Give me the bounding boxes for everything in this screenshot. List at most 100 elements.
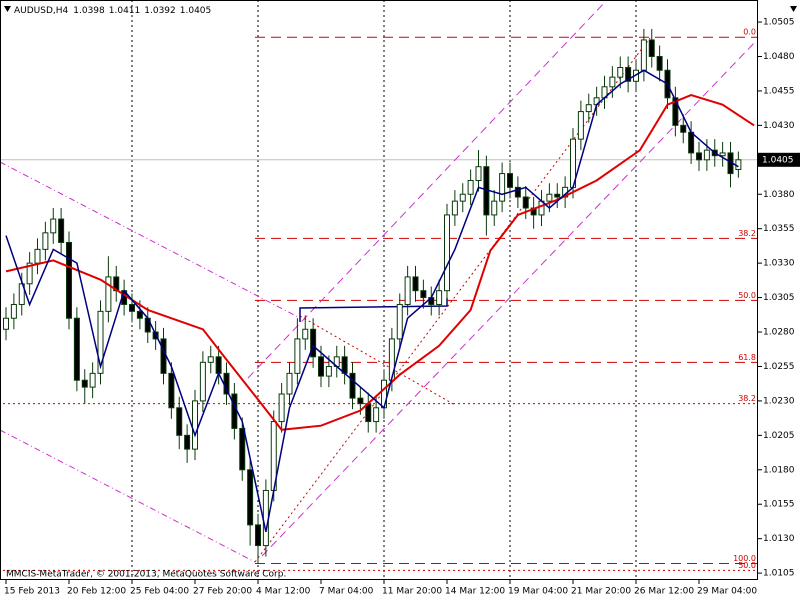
candle-body bbox=[365, 403, 372, 423]
y-tick-label: 1.0455 bbox=[763, 86, 795, 96]
open: 1.0398 bbox=[73, 6, 105, 16]
candle-body bbox=[192, 400, 198, 450]
candle-body bbox=[396, 303, 403, 340]
candle-body bbox=[672, 97, 679, 126]
x-tick-label: 15 Feb 2013 bbox=[4, 587, 60, 597]
candle-body bbox=[199, 361, 206, 402]
y-tick-label: 1.0305 bbox=[763, 293, 795, 303]
candle-body bbox=[255, 524, 261, 547]
candle-body bbox=[262, 489, 269, 547]
candle-body bbox=[420, 290, 427, 299]
candle-body bbox=[475, 166, 482, 181]
y-tick-label: 1.0280 bbox=[763, 328, 795, 338]
candle-body bbox=[184, 434, 191, 450]
y-tick-label: 1.0255 bbox=[763, 362, 795, 372]
candle-body bbox=[412, 276, 419, 292]
y-tick-label: 1.0155 bbox=[763, 500, 795, 510]
moving-average bbox=[5, 69, 739, 532]
y-tick-label: 1.0380 bbox=[763, 190, 795, 200]
candle-body bbox=[467, 179, 474, 195]
horizontal-line bbox=[299, 298, 448, 322]
candle-body bbox=[696, 152, 702, 161]
x-tick-label: 27 Feb 20:00 bbox=[193, 587, 252, 597]
candle-body bbox=[239, 427, 246, 471]
candle-body bbox=[554, 193, 561, 198]
candle-body bbox=[499, 173, 506, 202]
candle-body bbox=[585, 104, 592, 113]
candle-body bbox=[10, 303, 17, 319]
candle-body bbox=[247, 469, 254, 526]
candle-body bbox=[81, 379, 88, 388]
fib-label: 38.2 bbox=[738, 394, 756, 403]
candle-body bbox=[373, 407, 380, 423]
candle-body bbox=[491, 200, 498, 216]
low: 1.0392 bbox=[144, 6, 176, 16]
channel-line bbox=[0, 161, 301, 319]
candle-body bbox=[325, 365, 332, 377]
price-tag bbox=[758, 152, 800, 167]
candle-body bbox=[404, 276, 411, 305]
candle-body bbox=[97, 310, 104, 374]
y-tick-label: 1.0230 bbox=[763, 396, 795, 406]
fib-label: 100.0 bbox=[733, 554, 756, 563]
candle-body bbox=[50, 218, 57, 234]
candle-body bbox=[507, 173, 513, 188]
x-tick-label: 25 Feb 04:00 bbox=[130, 587, 189, 597]
candle-body bbox=[207, 356, 214, 363]
candle-body bbox=[719, 152, 726, 157]
candle-body bbox=[349, 372, 356, 399]
price-tag-label: 1.0405 bbox=[762, 155, 794, 165]
drawing-objects bbox=[0, 0, 758, 563]
candle-body bbox=[302, 328, 309, 340]
candle-body bbox=[66, 241, 72, 319]
candle-body bbox=[310, 328, 317, 358]
candle-body bbox=[648, 39, 655, 57]
candle-body bbox=[357, 397, 364, 405]
candle-body bbox=[34, 248, 41, 264]
candle-body bbox=[577, 111, 584, 140]
chart-header: AUDUSD,H4 1.0398 1.0411 1.0392 1.0405 bbox=[14, 6, 211, 16]
y-tick-label: 1.0355 bbox=[763, 224, 795, 234]
candle-body bbox=[215, 356, 222, 374]
candle-body bbox=[617, 67, 624, 78]
x-tick-label: 26 Mar 12:00 bbox=[634, 587, 694, 597]
candle-body bbox=[318, 356, 324, 377]
x-tick-label: 21 Mar 20:00 bbox=[571, 587, 631, 597]
candle-body bbox=[688, 131, 695, 154]
candle-body bbox=[89, 372, 96, 388]
channel-line bbox=[261, 39, 758, 557]
candle-body bbox=[522, 196, 529, 209]
high: 1.0411 bbox=[109, 6, 141, 16]
fib-label: 61.8 bbox=[738, 353, 756, 362]
moving-average bbox=[5, 94, 755, 431]
x-tick-label: 19 Mar 04:00 bbox=[508, 587, 568, 597]
candle-body bbox=[703, 149, 710, 161]
candle-body bbox=[73, 317, 80, 381]
candle-body bbox=[3, 317, 9, 330]
candle-body bbox=[735, 159, 742, 170]
y-tick-label: 1.0505 bbox=[763, 18, 795, 28]
candle-body bbox=[656, 55, 663, 71]
y-tick-label: 1.0430 bbox=[763, 121, 795, 131]
x-tick-label: 11 Mar 20:00 bbox=[382, 587, 442, 597]
candle-body bbox=[640, 39, 647, 71]
scroll-icon bbox=[790, 6, 797, 12]
copyright: MMCIS-MetaTrader, © 2001-2013, MetaQuote… bbox=[6, 570, 286, 580]
y-tick-label: 1.0130 bbox=[763, 534, 795, 544]
candle-body bbox=[609, 76, 616, 88]
x-tick-label: 29 Mar 04:00 bbox=[697, 587, 757, 597]
trend-line bbox=[254, 37, 651, 563]
x-tick-label: 20 Feb 12:00 bbox=[67, 587, 126, 597]
candle-body bbox=[231, 393, 238, 429]
candle-body bbox=[444, 214, 450, 292]
candle-body bbox=[42, 232, 49, 250]
candle-body bbox=[451, 200, 458, 216]
x-tick-label: 7 Mar 04:00 bbox=[319, 587, 374, 597]
candle-body bbox=[168, 372, 175, 409]
candle-body bbox=[436, 290, 443, 305]
candle-body bbox=[129, 303, 135, 312]
plot-frame bbox=[0, 0, 758, 580]
channel-line bbox=[247, 0, 608, 379]
fib-label: 50.0 bbox=[738, 561, 756, 570]
